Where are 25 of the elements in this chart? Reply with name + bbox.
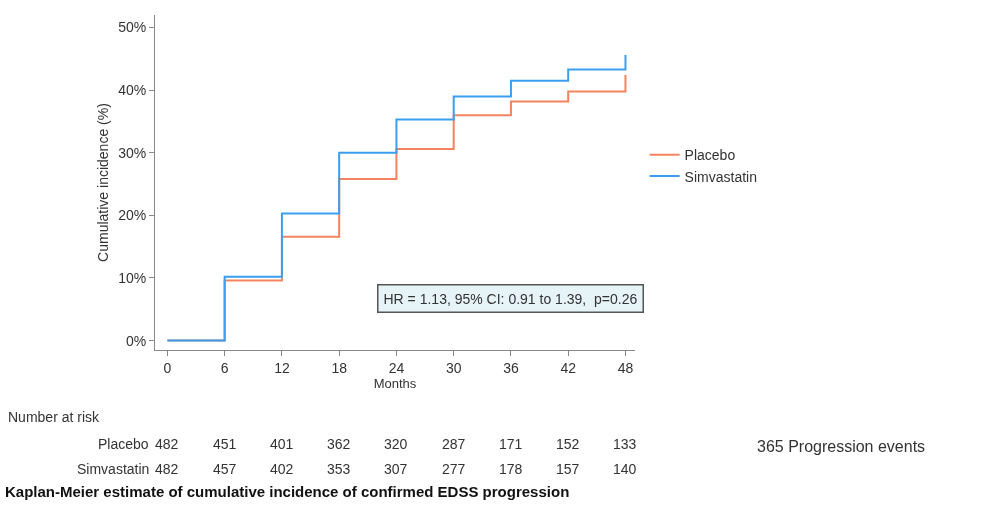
x-tick-label: 36: [503, 359, 519, 376]
x-tick-label: 24: [388, 359, 405, 376]
y-axis-title: Cumulative incidence (%): [94, 103, 111, 262]
annotation: HR = 1.13, 95% CI: 0.91 to 1.39, p=0.26: [383, 290, 638, 307]
y-tick-label: 10%: [118, 269, 147, 286]
y-tick-label: 40%: [118, 82, 147, 99]
x-tick-label: 42: [560, 359, 577, 376]
text: Number at risk: [8, 409, 101, 425]
x-tick-label: 18: [331, 359, 348, 376]
x-tick-label: 6: [220, 359, 229, 376]
legend-label: Simvastatin: [684, 168, 757, 185]
x-tick-label: 30: [445, 359, 462, 376]
legend-label: Placebo: [684, 147, 736, 164]
x-axis-title: Months: [373, 376, 417, 392]
y-tick-label: 30%: [118, 144, 147, 161]
x-tick-label: 12: [274, 359, 290, 376]
y-tick-label: 0%: [125, 332, 147, 349]
text: Simvastatin 482 457 402 353 307 277 178 157 140: [77, 461, 637, 477]
x-tick-label: 0: [163, 359, 172, 376]
x-tick-label: 48: [617, 359, 634, 376]
text: Kaplan-Meier estimate of cumulative incidence of confirmed EDSS progression: [5, 482, 570, 500]
y-tick-label: 50%: [118, 19, 147, 36]
y-tick-label: 20%: [118, 207, 147, 224]
text: Placebo 482 451 401 362 320 287 171 152 133: [98, 436, 637, 452]
text: 365 Progression events: [757, 438, 926, 455]
